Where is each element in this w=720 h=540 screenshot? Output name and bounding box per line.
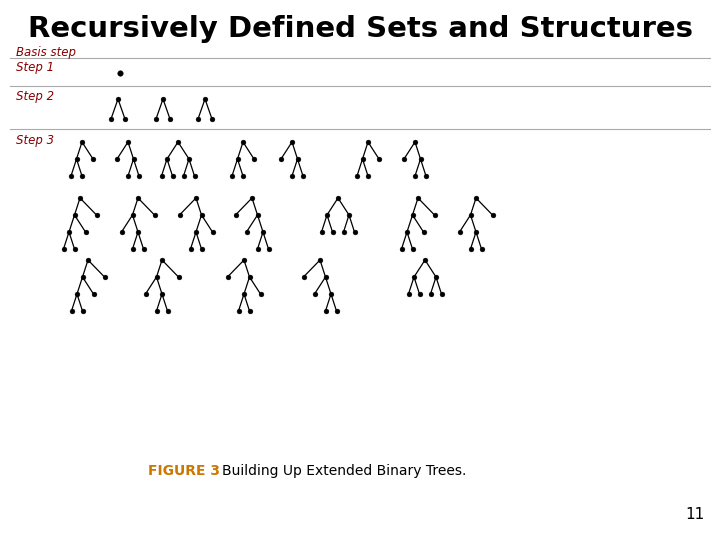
Text: 11: 11: [685, 507, 705, 522]
Text: Step 1: Step 1: [16, 61, 54, 74]
Text: Step 2: Step 2: [16, 90, 54, 103]
Text: Step 3: Step 3: [16, 134, 54, 147]
Text: Recursively Defined Sets and Structures: Recursively Defined Sets and Structures: [27, 15, 693, 43]
Text: FIGURE 3: FIGURE 3: [148, 464, 220, 478]
Text: Basis step: Basis step: [16, 46, 76, 59]
Text: Building Up Extended Binary Trees.: Building Up Extended Binary Trees.: [222, 464, 467, 478]
